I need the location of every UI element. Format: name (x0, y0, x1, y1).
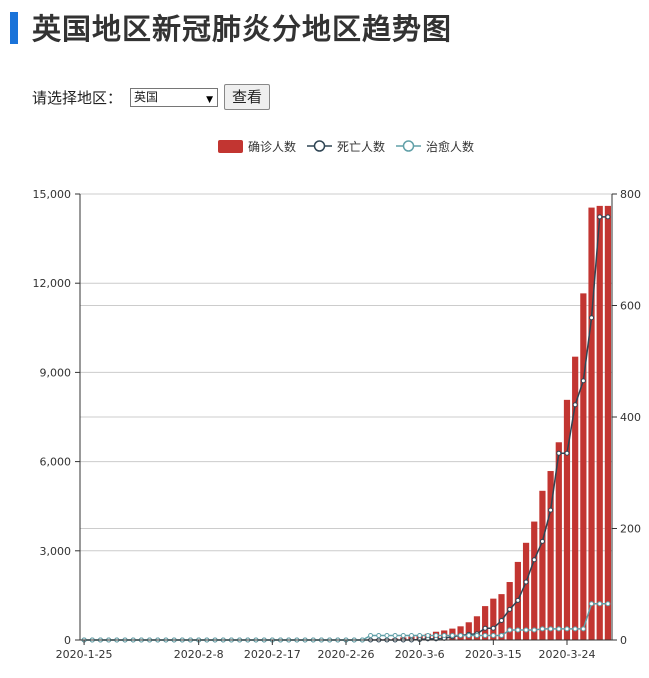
title-accent-bar (10, 12, 18, 44)
bar-confirmed (580, 293, 587, 640)
region-select[interactable]: 英国 ▼ (130, 87, 219, 107)
y-left-tick-label: 15,000 (33, 188, 72, 201)
legend-label-confirmed: 确诊人数 (248, 139, 296, 154)
point-recovered (539, 626, 545, 632)
point-recovered (433, 633, 439, 639)
bar-confirmed (572, 356, 579, 640)
point-recovered (408, 633, 414, 639)
y-right-tick-label: 600 (620, 300, 641, 313)
x-tick-label: 2020-3-24 (539, 648, 596, 661)
point-recovered (531, 627, 537, 633)
point-recovered (523, 627, 529, 633)
y-right-tick-label: 400 (620, 411, 641, 424)
x-tick-label: 2020-2-17 (244, 648, 301, 661)
legend-label-deaths: 死亡人数 (337, 139, 385, 154)
point-deaths (515, 597, 521, 603)
point-deaths (580, 378, 586, 384)
point-recovered (425, 633, 431, 639)
bar-confirmed (522, 542, 530, 640)
chevron-down-icon: ▼ (206, 94, 214, 105)
point-recovered (384, 633, 390, 639)
y-left-tick-label: 9,000 (40, 366, 72, 379)
point-recovered (392, 633, 398, 639)
point-deaths (507, 606, 513, 612)
y-right-tick-label: 800 (620, 188, 641, 201)
y-right-tick-label: 0 (620, 634, 627, 647)
point-deaths (597, 214, 603, 220)
point-recovered (368, 633, 374, 639)
point-recovered (556, 626, 562, 632)
legend-marker-recovered (402, 140, 415, 152)
bar-confirmed (563, 399, 571, 640)
y-left-tick-label: 0 (64, 634, 71, 647)
bar-confirmed (498, 594, 505, 640)
bar-confirmed (465, 622, 472, 640)
region-select-value: 英国 (134, 89, 159, 104)
page-title: 英国地区新冠肺炎分地区趋势图 (32, 12, 453, 46)
point-deaths (499, 617, 505, 623)
point-recovered (597, 601, 603, 607)
bar-confirmed (604, 205, 612, 640)
line-deaths (84, 216, 608, 641)
point-recovered (400, 633, 406, 639)
point-recovered (605, 601, 611, 607)
point-recovered (507, 627, 513, 633)
point-deaths (564, 450, 570, 456)
point-recovered (458, 633, 464, 639)
region-label: 请选择地区： (32, 88, 123, 107)
point-recovered (482, 633, 488, 639)
point-deaths (490, 625, 496, 631)
line-recovered (84, 603, 608, 641)
point-recovered (466, 633, 472, 639)
point-recovered (515, 627, 521, 633)
point-deaths (572, 402, 578, 408)
point-recovered (417, 633, 423, 639)
trend-chart: 0 3,000 6,000 9,000 12,000 15,000 0 200 400 600 80… (33, 139, 642, 661)
point-deaths (548, 507, 554, 513)
bar-confirmed (596, 205, 603, 640)
point-recovered (441, 633, 447, 639)
x-tick-label: 2020-2-8 (174, 648, 224, 661)
legend-label-recovered: 治愈人数 (426, 139, 474, 154)
point-recovered (490, 633, 496, 639)
region-controls: 请选择地区： 英国 ▼ 查看 (32, 84, 271, 110)
x-tick-label: 2020-1-25 (56, 648, 113, 661)
point-recovered (589, 601, 595, 607)
point-recovered (474, 633, 480, 639)
point-recovered (564, 626, 570, 632)
y-left-tick-label: 3,000 (40, 545, 72, 558)
point-deaths (589, 315, 595, 321)
x-tick-label: 2020-3-15 (465, 648, 522, 661)
point-recovered (376, 633, 382, 639)
point-deaths (605, 214, 611, 220)
bar-confirmed (473, 616, 481, 640)
point-recovered (572, 626, 578, 632)
point-deaths (556, 450, 562, 456)
x-tick-label: 2020-3-6 (395, 648, 445, 661)
bar-confirmed (588, 207, 595, 640)
bar-confirmed (531, 521, 538, 640)
bar-confirmed (490, 598, 497, 640)
y-left-tick-label: 6,000 (40, 456, 72, 469)
bar-confirmed (555, 442, 562, 640)
point-deaths (482, 625, 488, 631)
x-tick-label: 2020-2-26 (318, 648, 375, 661)
bar-confirmed (482, 606, 489, 640)
view-button[interactable]: 查看 (224, 84, 271, 110)
legend-marker-deaths (313, 140, 326, 152)
point-recovered (580, 626, 586, 632)
legend-swatch-confirmed (218, 140, 243, 153)
point-deaths (523, 579, 529, 585)
point-deaths (531, 557, 537, 563)
point-recovered (499, 633, 505, 639)
bar-confirmed (547, 471, 554, 640)
bar-confirmed (539, 490, 546, 640)
y-left-tick-label: 12,000 (33, 277, 72, 290)
point-recovered (449, 633, 455, 639)
y-right-tick-label: 200 (620, 523, 641, 536)
point-deaths (539, 538, 545, 544)
point-recovered (548, 626, 554, 632)
